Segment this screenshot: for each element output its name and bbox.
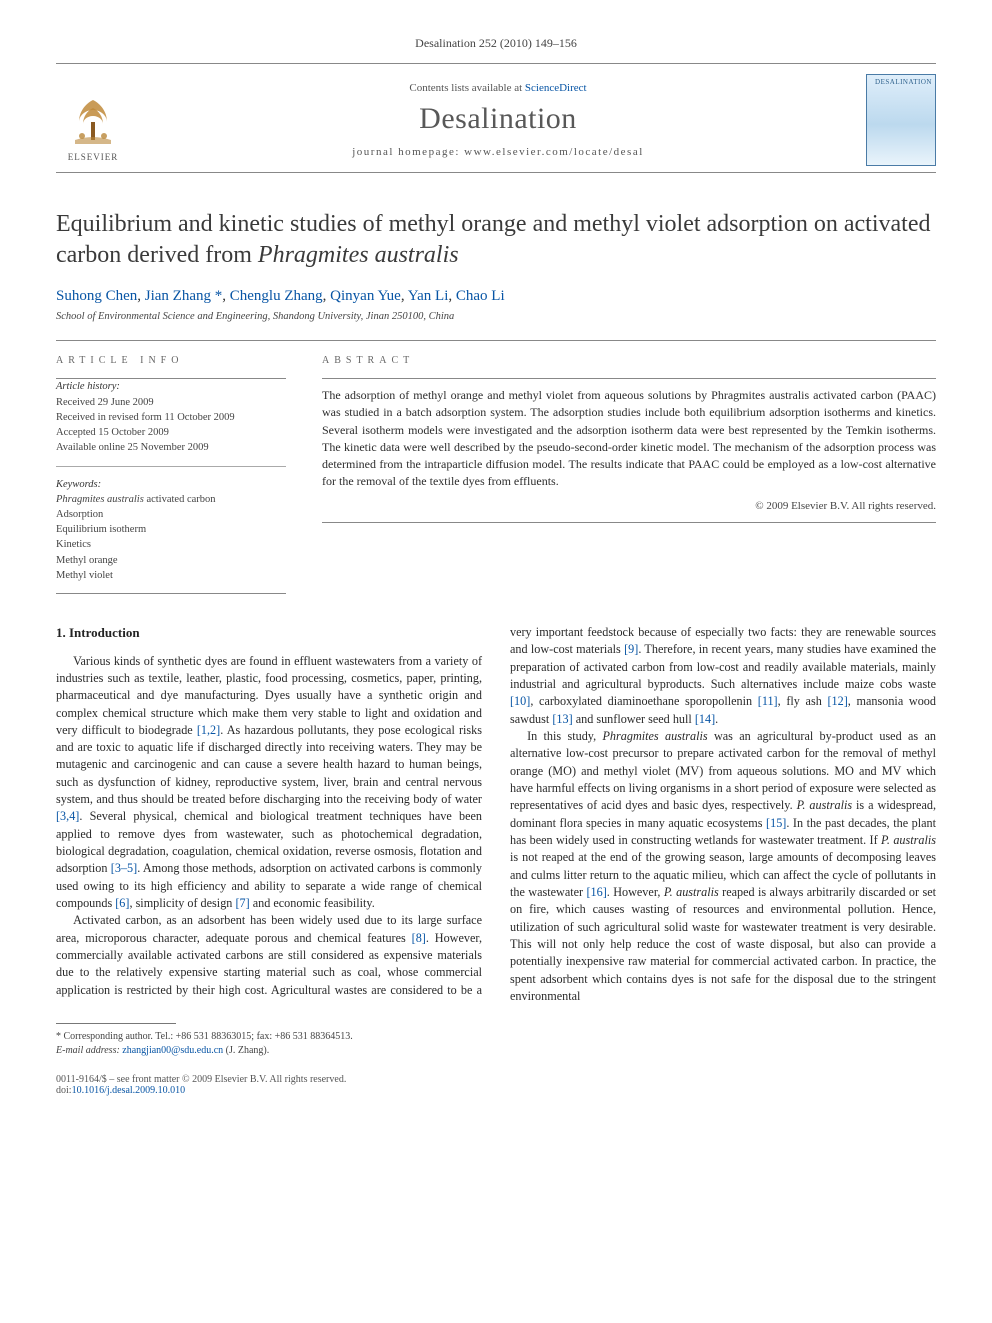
publisher-wordmark: ELSEVIER [68, 152, 119, 162]
author-link[interactable]: Jian Zhang [145, 288, 211, 304]
corresponding-author-footnote: * Corresponding author. Tel.: +86 531 88… [56, 1030, 936, 1058]
title-text: Equilibrium and kinetic studies of methy… [56, 211, 930, 268]
body-text: , carboxylated diaminoethane sporopollen… [530, 694, 757, 708]
citation-link[interactable]: [10] [510, 694, 530, 708]
corresponding-email-link[interactable]: zhangjian00@sdu.edu.cn [122, 1045, 223, 1056]
footnote-email-suffix: (J. Zhang). [223, 1045, 269, 1056]
citation-link[interactable]: [11] [758, 694, 778, 708]
keyword-item: Methyl violet [56, 568, 286, 583]
author-link[interactable]: Suhong Chen [56, 288, 137, 304]
body-text: , simplicity of design [129, 896, 235, 910]
keyword-item: Phragmites australis activated carbon [56, 492, 286, 507]
citation-link[interactable]: [12] [827, 694, 847, 708]
body-text: In this study, [527, 729, 602, 743]
contents-available-line: Contents lists available at ScienceDirec… [144, 82, 852, 94]
species-name: P. australis [881, 833, 936, 847]
footnote-email-label: E-mail address: [56, 1045, 122, 1056]
citation-link[interactable]: [1,2] [197, 723, 220, 737]
article-body: 1. Introduction Various kinds of synthet… [56, 624, 936, 1005]
keywords-list: Phragmites australis activated carbonAds… [56, 492, 286, 583]
citation-link[interactable]: [14] [695, 712, 715, 726]
abstract-text: The adsorption of methyl orange and meth… [322, 387, 936, 489]
history-line: Received in revised form 11 October 2009 [56, 410, 286, 425]
title-species: Phragmites australis [258, 242, 459, 268]
body-text: reaped is always arbitrarily discarded o… [510, 885, 936, 1003]
citation-link[interactable]: [13] [552, 712, 572, 726]
body-text: and sunflower seed hull [573, 712, 695, 726]
author-list: Suhong Chen, Jian Zhang *, Chenglu Zhang… [56, 288, 936, 305]
publisher-logo: ELSEVIER [56, 78, 130, 162]
author-link[interactable]: Yan Li [408, 288, 449, 304]
keyword-item: Methyl orange [56, 553, 286, 568]
abstract-rule-top [322, 378, 936, 379]
citation-link[interactable]: [3,4] [56, 809, 79, 823]
cover-thumb-title: DESALINATION [867, 75, 935, 86]
species-name: Phragmites australis [602, 729, 707, 743]
keyword-item: Equilibrium isotherm [56, 522, 286, 537]
history-line: Received 29 June 2009 [56, 395, 286, 410]
footnote-line1: Corresponding author. Tel.: +86 531 8836… [61, 1031, 353, 1042]
body-text: . However, [607, 885, 664, 899]
homepage-prefix: journal homepage: [352, 146, 464, 158]
citation-link[interactable]: [3–5] [111, 861, 137, 875]
history-line: Accepted 15 October 2009 [56, 425, 286, 440]
running-head: Desalination 252 (2010) 149–156 [56, 36, 936, 51]
citation-link[interactable]: [6] [115, 896, 129, 910]
keyword-item: Kinetics [56, 537, 286, 552]
footnote-separator [56, 1023, 176, 1024]
abstract-copyright: © 2009 Elsevier B.V. All rights reserved… [322, 500, 936, 512]
issn-copyright-line: 0011-9164/$ – see front matter © 2009 El… [56, 1074, 346, 1085]
abstract-rule-bottom [322, 522, 936, 523]
homepage-url: www.elsevier.com/locate/desal [464, 146, 644, 158]
abstract-label: ABSTRACT [322, 355, 936, 366]
section-heading-intro: 1. Introduction [56, 624, 482, 642]
article-history: Received 29 June 2009Received in revised… [56, 395, 286, 456]
doi-label: doi: [56, 1085, 72, 1096]
sciencedirect-link[interactable]: ScienceDirect [525, 82, 587, 94]
article-history-head: Article history: [56, 379, 286, 394]
body-text: . [715, 712, 718, 726]
history-line: Available online 25 November 2009 [56, 440, 286, 455]
journal-name: Desalination [144, 102, 852, 136]
article-info-column: ARTICLE INFO Article history: Received 2… [56, 355, 286, 594]
journal-homepage-line: journal homepage: www.elsevier.com/locat… [144, 146, 852, 158]
body-paragraph: Various kinds of synthetic dyes are foun… [56, 653, 482, 913]
species-name: P. australis [664, 885, 719, 899]
citation-link[interactable]: [16] [586, 885, 606, 899]
corresponding-mark: * [211, 288, 222, 304]
article-title: Equilibrium and kinetic studies of methy… [56, 209, 936, 270]
body-text: , fly ash [778, 694, 828, 708]
citation-link[interactable]: [15] [766, 816, 786, 830]
keywords-head: Keywords: [56, 477, 286, 492]
article-info-label: ARTICLE INFO [56, 355, 286, 366]
citation-link[interactable]: [8] [412, 931, 426, 945]
section-rule [56, 340, 936, 341]
info-rule-mid [56, 466, 286, 467]
citation-link[interactable]: [7] [235, 896, 249, 910]
doi-link[interactable]: 10.1016/j.desal.2009.10.010 [72, 1085, 186, 1096]
info-rule-bottom [56, 593, 286, 594]
abstract-column: ABSTRACT The adsorption of methyl orange… [322, 355, 936, 594]
species-name: P. australis [797, 798, 853, 812]
page-footer: 0011-9164/$ – see front matter © 2009 El… [56, 1074, 936, 1096]
affiliation: School of Environmental Science and Engi… [56, 311, 936, 322]
doi-line: doi:10.1016/j.desal.2009.10.010 [56, 1085, 346, 1096]
citation-link[interactable]: [9] [624, 642, 638, 656]
keyword-item: Adsorption [56, 507, 286, 522]
journal-cover-thumbnail: DESALINATION [866, 74, 936, 166]
author-link[interactable]: Chao Li [456, 288, 505, 304]
contents-prefix: Contents lists available at [409, 82, 524, 94]
author-link[interactable]: Chenglu Zhang [230, 288, 323, 304]
body-paragraph: In this study, Phragmites australis was … [510, 728, 936, 1005]
author-link[interactable]: Qinyan Yue [330, 288, 401, 304]
body-text: and economic feasibility. [250, 896, 375, 910]
elsevier-tree-icon [65, 94, 121, 150]
journal-masthead: ELSEVIER Contents lists available at Sci… [56, 63, 936, 173]
